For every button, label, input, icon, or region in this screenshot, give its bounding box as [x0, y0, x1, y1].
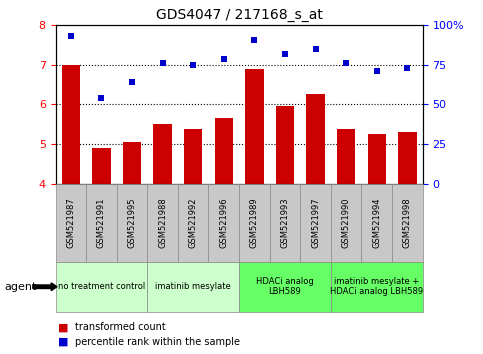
Point — [128, 79, 136, 85]
Bar — [178, 184, 209, 262]
Text: GSM521994: GSM521994 — [372, 198, 381, 248]
Bar — [392, 184, 423, 262]
Point — [98, 95, 105, 101]
Bar — [398, 131, 416, 184]
Point — [189, 63, 197, 68]
Bar — [368, 134, 386, 184]
Bar — [337, 129, 355, 184]
Text: no treatment control: no treatment control — [58, 282, 145, 291]
Text: GSM521991: GSM521991 — [97, 198, 106, 248]
Bar — [92, 148, 111, 184]
Bar — [239, 184, 270, 262]
Bar — [123, 142, 141, 184]
Text: GSM521993: GSM521993 — [281, 198, 289, 249]
Bar — [117, 184, 147, 262]
Text: GSM521990: GSM521990 — [341, 198, 351, 248]
Bar — [184, 129, 202, 184]
Bar — [331, 184, 361, 262]
Bar — [147, 262, 239, 312]
Bar — [270, 184, 300, 262]
Bar — [56, 184, 86, 262]
Point — [159, 61, 167, 66]
Bar — [147, 184, 178, 262]
Point — [67, 33, 75, 39]
Text: GSM521998: GSM521998 — [403, 198, 412, 249]
Point — [251, 37, 258, 43]
Text: GSM521995: GSM521995 — [128, 198, 137, 248]
Text: agent: agent — [5, 282, 37, 292]
Bar — [245, 69, 264, 184]
Text: GSM521987: GSM521987 — [66, 198, 75, 249]
Text: HDACi analog
LBH589: HDACi analog LBH589 — [256, 277, 314, 296]
Text: imatinib mesylate +
HDACi analog LBH589: imatinib mesylate + HDACi analog LBH589 — [330, 277, 423, 296]
Text: transformed count: transformed count — [75, 322, 166, 332]
Bar — [331, 262, 423, 312]
Bar — [276, 106, 294, 184]
Point — [373, 68, 381, 73]
Bar — [86, 184, 117, 262]
Text: GSM521988: GSM521988 — [158, 198, 167, 249]
Point — [312, 47, 319, 52]
Bar — [56, 262, 147, 312]
Point — [342, 61, 350, 66]
Title: GDS4047 / 217168_s_at: GDS4047 / 217168_s_at — [156, 8, 323, 22]
Text: percentile rank within the sample: percentile rank within the sample — [75, 337, 240, 347]
Text: ■: ■ — [58, 322, 69, 332]
Text: GSM521989: GSM521989 — [250, 198, 259, 249]
Text: GSM521996: GSM521996 — [219, 198, 228, 249]
Bar — [239, 262, 331, 312]
Bar — [209, 184, 239, 262]
Text: imatinib mesylate: imatinib mesylate — [156, 282, 231, 291]
Text: ■: ■ — [58, 337, 69, 347]
Point — [281, 51, 289, 57]
Text: GSM521992: GSM521992 — [189, 198, 198, 248]
Point — [220, 56, 227, 62]
Bar — [154, 124, 172, 184]
Bar — [361, 184, 392, 262]
Bar — [306, 94, 325, 184]
Bar — [62, 64, 80, 184]
Bar — [300, 184, 331, 262]
Text: GSM521997: GSM521997 — [311, 198, 320, 249]
Bar — [214, 118, 233, 184]
Point — [403, 65, 411, 70]
